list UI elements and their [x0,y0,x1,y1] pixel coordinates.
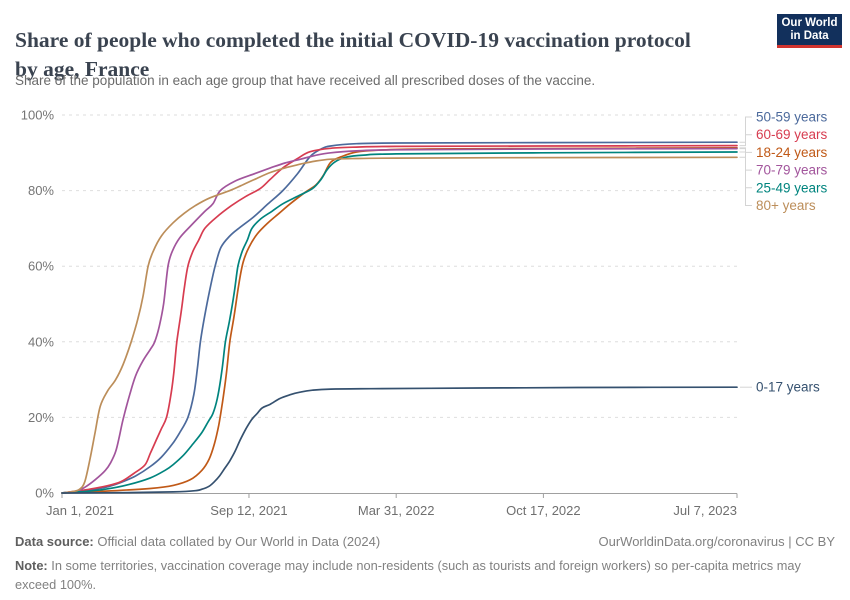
page-title: Share of people who completed the initia… [15,28,691,81]
legend-connector [739,116,752,143]
owid-logo-line1: Our World [781,16,838,29]
data-source: Data source: Official data collated by O… [15,534,380,549]
legend-connector [739,156,752,206]
y-tick-label: 100% [21,108,55,123]
x-tick-label: Mar 31, 2022 [358,503,435,518]
series-line-18-24-years[interactable] [61,147,738,494]
series-line-70-79-years[interactable] [61,147,738,494]
series-line-60-69-years[interactable] [61,144,738,494]
legend-label-50-59-years[interactable]: 50-59 years [756,110,828,125]
line-chart: 0% 20% 40% 60% 80% 100% Jan 1, 2021 Sep 12, 202… [21,108,828,519]
y-tick-label: 40% [28,334,54,349]
legend-label-0-17-years[interactable]: 0-17 years [756,380,820,395]
series-line-0-17-years[interactable] [61,386,738,494]
series-line-50-59-years[interactable] [61,141,738,494]
legend-label-60-69-years[interactable]: 60-69 years [756,127,828,142]
note-label: Note: [15,558,48,573]
series-line-25-49-years[interactable] [61,151,738,494]
chart-subtitle: Share of the population in each age grou… [15,73,596,88]
attribution-link[interactable]: OurWorldinData.org/coronavirus | CC BY [598,534,835,549]
legend-label-80+-years[interactable]: 80+ years [756,198,816,213]
data-source-text: Official data collated by Our World in D… [97,534,381,549]
x-tick-label: Sep 12, 2021 [210,503,287,518]
y-tick-label: 60% [28,259,54,274]
series-line-80+-years[interactable] [61,156,738,494]
y-tick-label: 80% [28,183,54,198]
note-text: In some territories, vaccination coverag… [15,558,801,592]
y-tick-label: 20% [28,410,54,425]
legend-label-70-79-years[interactable]: 70-79 years [756,163,828,178]
chart-note: Note: In some territories, vaccination c… [15,557,837,594]
legend-label-25-49-years[interactable]: 25-49 years [756,180,828,195]
x-tick-label: Jul 7, 2023 [673,503,737,518]
legend-label-18-24-years[interactable]: 18-24 years [756,145,828,160]
legend-connector [739,134,752,147]
y-tick-label: 0% [35,486,54,501]
x-tick-label: Oct 17, 2022 [506,503,580,518]
data-source-label: Data source: [15,534,94,549]
owid-logo: Our World in Data [777,14,842,48]
x-tick-label: Jan 1, 2021 [46,503,114,518]
owid-logo-line2: in Data [790,29,829,42]
